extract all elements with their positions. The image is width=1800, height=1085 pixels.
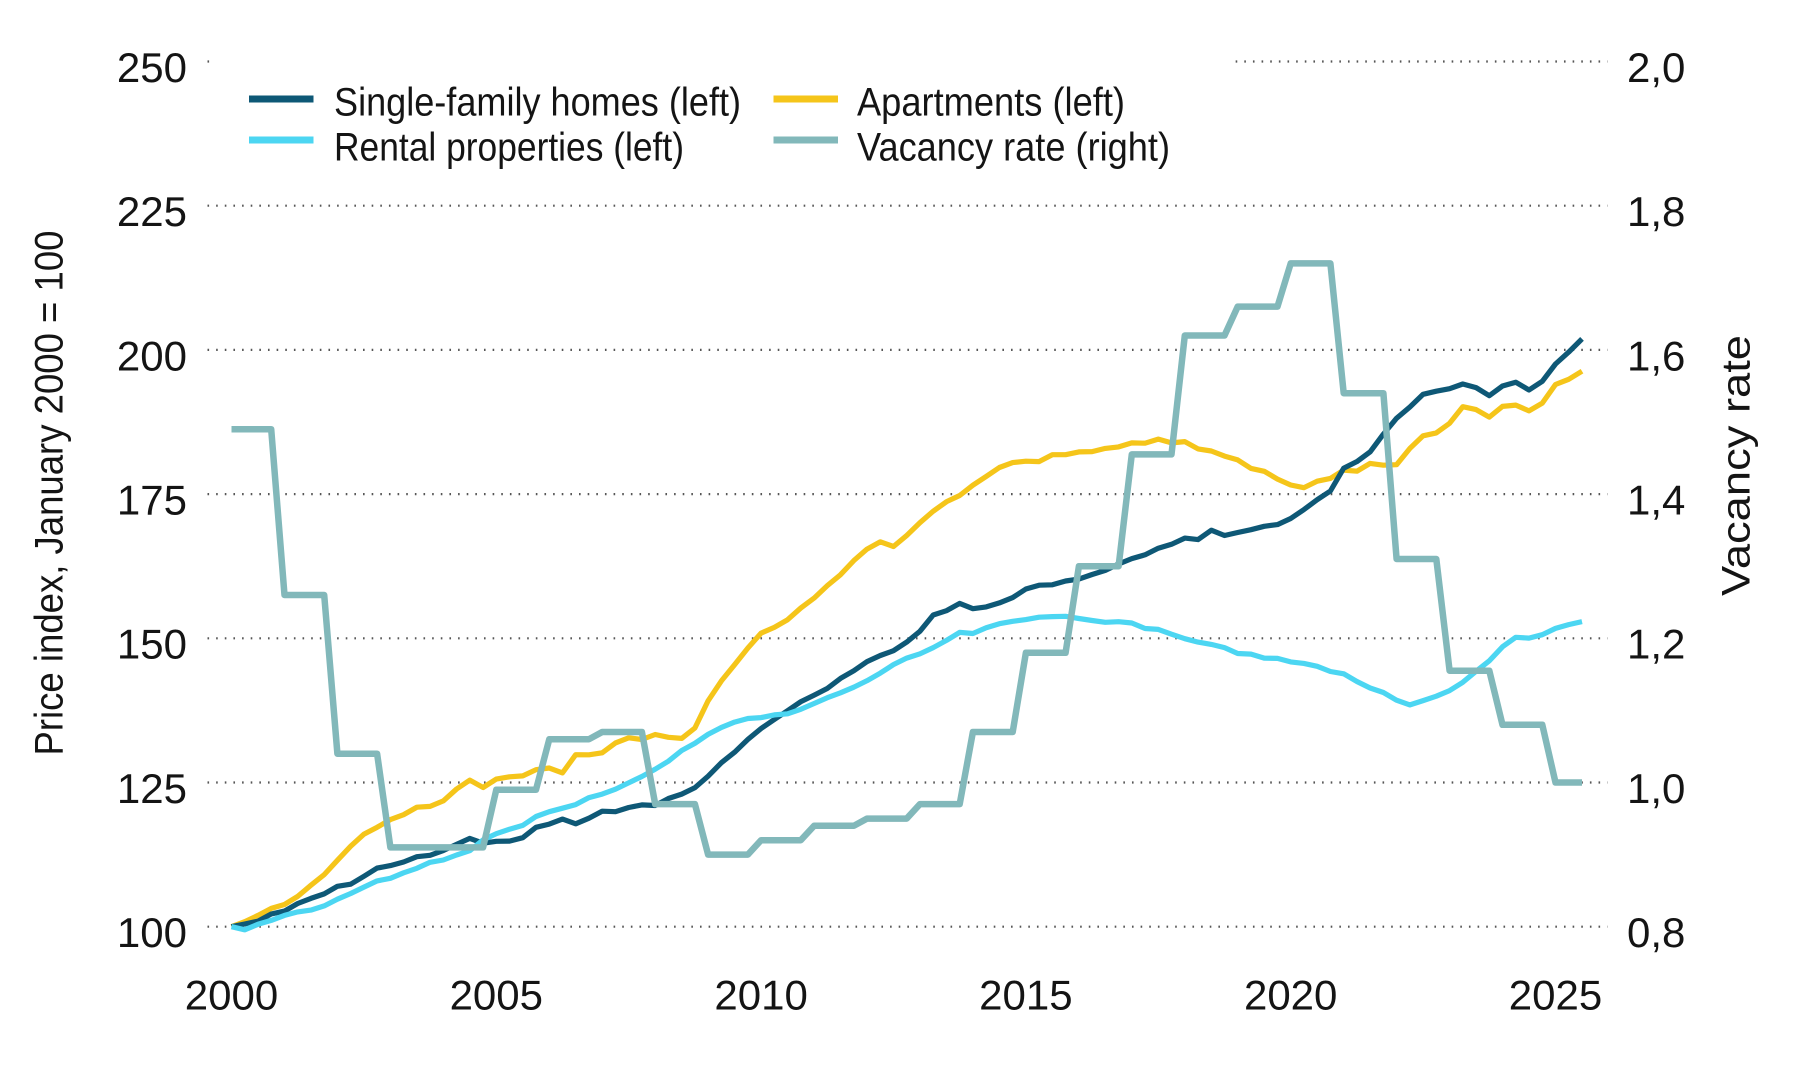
svg-text:1,4: 1,4 [1627,477,1685,524]
svg-text:1,8: 1,8 [1627,188,1685,235]
svg-text:Vacancy rate (right): Vacancy rate (right) [857,126,1170,170]
svg-text:2015: 2015 [979,971,1072,1018]
svg-text:150: 150 [117,621,187,668]
svg-text:Apartments (left): Apartments (left) [857,81,1125,125]
svg-text:2005: 2005 [450,971,543,1018]
svg-text:2000: 2000 [185,971,278,1018]
svg-text:175: 175 [117,477,187,524]
svg-text:100: 100 [117,909,187,956]
svg-text:200: 200 [117,332,187,379]
svg-text:250: 250 [117,44,187,91]
svg-text:Single-family homes (left): Single-family homes (left) [334,81,741,125]
svg-text:2010: 2010 [714,971,807,1018]
svg-text:0,8: 0,8 [1627,909,1685,956]
svg-text:Price index, January 2000 = 10: Price index, January 2000 = 100 [28,231,72,756]
svg-text:2025: 2025 [1509,971,1602,1018]
svg-text:Vacancy rate: Vacancy rate [1714,335,1758,596]
svg-text:1,2: 1,2 [1627,621,1685,668]
svg-text:2020: 2020 [1244,971,1337,1018]
svg-text:125: 125 [117,765,187,812]
svg-text:Rental properties (left): Rental properties (left) [334,126,684,170]
svg-text:225: 225 [117,188,187,235]
svg-text:2,0: 2,0 [1627,44,1685,91]
svg-text:1,6: 1,6 [1627,332,1685,379]
svg-text:1,0: 1,0 [1627,765,1685,812]
